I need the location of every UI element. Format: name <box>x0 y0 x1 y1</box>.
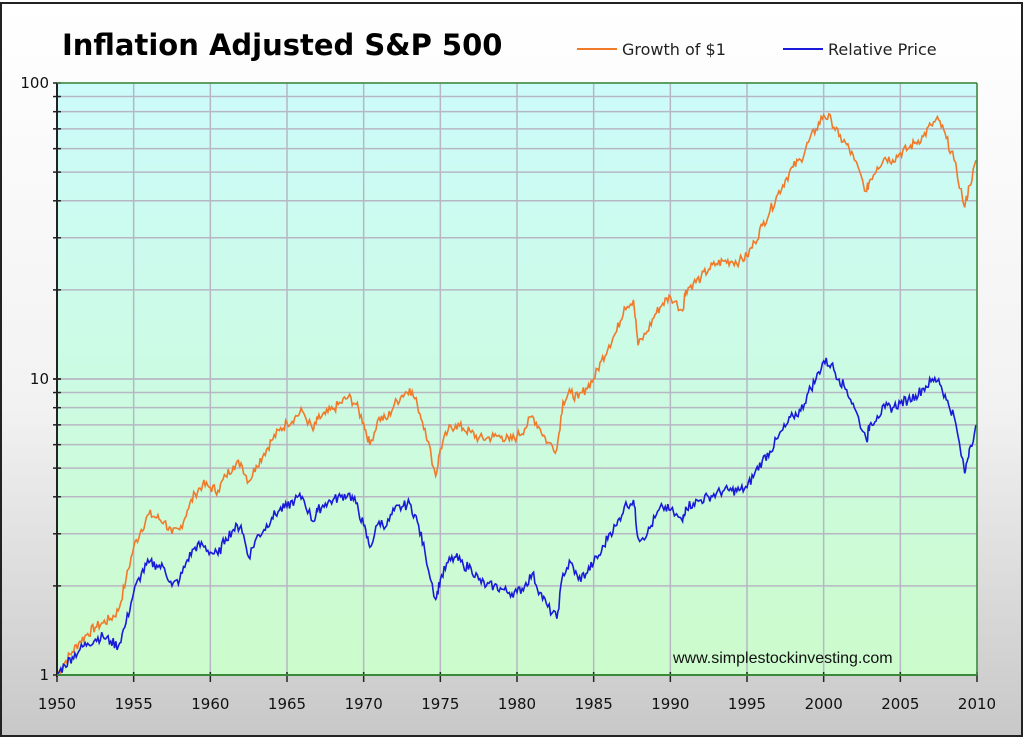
x-tick-label: 1985 <box>575 695 613 713</box>
x-tick-label: 2005 <box>881 695 919 713</box>
y-tick-label: 1 <box>39 666 49 684</box>
legend: Growth of $1 Relative Price <box>577 40 937 59</box>
y-tick-label: 10 <box>30 370 49 388</box>
x-tick-label: 1970 <box>345 695 383 713</box>
grid <box>56 82 978 676</box>
watermark: www.simplestockinvesting.com <box>672 650 893 667</box>
series-line-relative <box>57 357 977 675</box>
legend-label-relative: Relative Price <box>828 40 937 59</box>
x-tick-labels: 1950 1955 1960 1965 1970 1975 1980 1985 1990 1995… <box>38 695 996 713</box>
y-tick-labels: 1 10 100 <box>20 74 49 684</box>
axes <box>53 82 978 682</box>
x-tick-label: 2010 <box>958 695 996 713</box>
y-tick-label: 100 <box>20 74 49 92</box>
x-tick-label: 1955 <box>115 695 153 713</box>
x-tick-label: 1965 <box>268 695 306 713</box>
x-tick-label: 1980 <box>498 695 536 713</box>
x-tick-label: 1960 <box>191 695 229 713</box>
x-tick-label: 2000 <box>805 695 843 713</box>
x-tick-label: 1950 <box>38 695 76 713</box>
series-lines <box>57 112 977 675</box>
series-line-growth <box>57 112 977 675</box>
x-tick-label: 1975 <box>421 695 459 713</box>
x-tick-label: 1990 <box>651 695 689 713</box>
chart-title: Inflation Adjusted S&P 500 <box>62 28 502 62</box>
x-tick-label: 1995 <box>728 695 766 713</box>
legend-label-growth: Growth of $1 <box>622 40 726 59</box>
